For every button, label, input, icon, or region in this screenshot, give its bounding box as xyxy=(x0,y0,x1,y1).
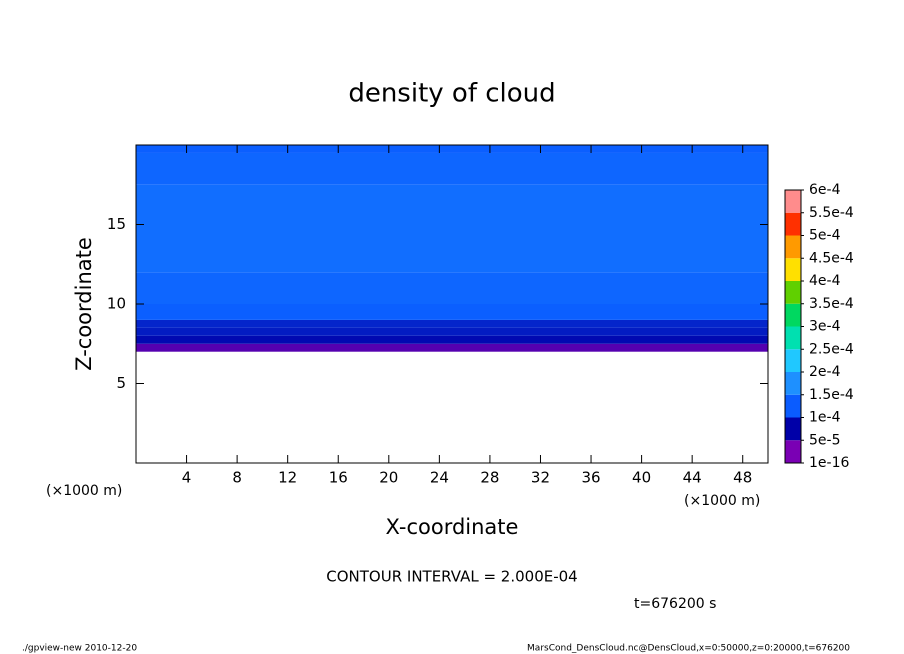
contour-band xyxy=(136,304,768,320)
colorbar-segment xyxy=(785,394,801,418)
time-label: t=676200 s xyxy=(634,596,716,612)
x-tick-label: 12 xyxy=(278,469,297,487)
colorbar-label: 2e-4 xyxy=(809,364,841,380)
x-tick-label: 40 xyxy=(632,469,651,487)
colorbar-label: 1.5e-4 xyxy=(809,387,854,403)
colorbar-label: 3e-4 xyxy=(809,319,841,335)
colorbar-segment xyxy=(785,235,801,259)
contour-band xyxy=(136,152,768,185)
colorbar-segment xyxy=(785,349,801,372)
colorbar-segment xyxy=(785,258,801,281)
colorbar-label: 3.5e-4 xyxy=(809,296,854,312)
colorbar-label: 5.5e-4 xyxy=(809,205,854,221)
x-tick-label: 4 xyxy=(182,469,192,487)
x-tick-label: 16 xyxy=(329,469,348,487)
y-axis-label: Z-coordinate xyxy=(72,237,96,371)
x-axis-label: X-coordinate xyxy=(386,515,519,539)
colorbar-label: 1e-4 xyxy=(809,410,841,426)
colorbar-segment xyxy=(785,212,801,236)
contour-band xyxy=(136,335,768,344)
contour-band xyxy=(136,145,768,153)
colorbar-segment xyxy=(785,440,801,463)
y-tick-label: 10 xyxy=(107,295,126,313)
x-tick-label: 36 xyxy=(581,469,600,487)
footer-left: ./gpview-new 2010-12-20 xyxy=(22,644,137,654)
x-tick-label: 32 xyxy=(531,469,550,487)
colorbar-segment xyxy=(785,326,801,350)
colorbar-label: 4e-4 xyxy=(809,273,841,289)
contour-band xyxy=(136,327,768,336)
colorbar-segment xyxy=(785,281,801,304)
x-tick-label: 44 xyxy=(683,469,702,487)
x-tick-label: 8 xyxy=(232,469,242,487)
contour-band xyxy=(136,319,768,328)
contour-band xyxy=(136,184,768,273)
colorbar-label: 4.5e-4 xyxy=(809,250,854,266)
x-tick-label: 20 xyxy=(379,469,398,487)
footer-right: MarsCond_DensCloud.nc@DensCloud,x=0:5000… xyxy=(527,644,850,654)
x-unit: (×1000 m) xyxy=(684,493,760,509)
x-tick-label: 28 xyxy=(480,469,499,487)
contour-band xyxy=(136,272,768,304)
colorbar-segment xyxy=(785,303,801,327)
contour-band xyxy=(136,343,768,352)
colorbar-label: 5e-5 xyxy=(809,432,840,448)
y-tick-label: 15 xyxy=(107,215,126,233)
colorbar-segment xyxy=(785,190,801,213)
colorbar-segment xyxy=(785,417,801,441)
colorbar-label: 5e-4 xyxy=(809,228,841,244)
y-tick-label: 5 xyxy=(116,374,126,392)
contour-interval: CONTOUR INTERVAL = 2.000E-04 xyxy=(326,568,577,586)
colorbar-label: 2.5e-4 xyxy=(809,341,854,357)
colorbar-segment xyxy=(785,372,801,395)
colorbar-label: 6e-4 xyxy=(809,182,841,198)
y-unit: (×1000 m) xyxy=(46,483,122,499)
colorbar-label: 1e-16 xyxy=(809,455,849,471)
x-tick-label: 48 xyxy=(733,469,752,487)
chart-title: density of cloud xyxy=(348,79,555,109)
x-tick-label: 24 xyxy=(430,469,449,487)
